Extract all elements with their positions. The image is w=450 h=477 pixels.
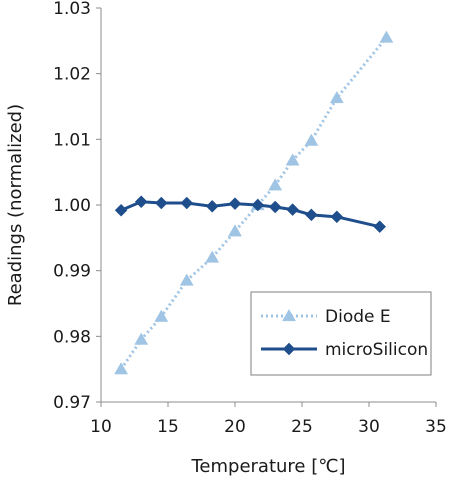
legend-box (250, 291, 432, 376)
point-1-9 (305, 208, 318, 222)
y-tick-label-2: 0.99 (53, 262, 91, 282)
point-1-6 (251, 198, 265, 212)
x-tick-label-1: 15 (157, 417, 179, 437)
legend-label-1: microSilicon (325, 340, 428, 360)
point-1-8 (286, 203, 299, 216)
point-0-2 (154, 309, 169, 322)
x-tick-label-4: 30 (358, 417, 380, 437)
x-tick-label-5: 35 (425, 417, 447, 437)
legend-marker-1 (282, 342, 296, 356)
point-1-1 (134, 195, 148, 209)
series-layer (114, 30, 394, 375)
point-1-10 (330, 210, 344, 224)
point-0-8 (285, 153, 300, 166)
legend: Diode E microSilicon (250, 291, 432, 376)
legend-entries: Diode E microSilicon (261, 307, 428, 360)
point-1-2 (154, 196, 168, 210)
point-0-0 (114, 362, 129, 375)
point-0-1 (134, 332, 149, 345)
point-0-7 (268, 178, 283, 191)
y-tick-label-5: 1.02 (53, 65, 91, 85)
series-1 (114, 195, 387, 234)
point-0-5 (228, 224, 242, 237)
point-1-4 (205, 199, 219, 213)
y-tick-label-0: 0.97 (53, 393, 91, 413)
legend-label-0: Diode E (325, 307, 391, 327)
point-0-4 (205, 250, 220, 263)
y-tick-label-4: 1.01 (53, 130, 91, 150)
point-1-11 (373, 220, 387, 234)
y-tick-label-1: 0.98 (53, 327, 91, 347)
point-1-7 (268, 200, 282, 214)
x-tick-label-0: 10 (90, 417, 112, 437)
point-0-9 (304, 133, 319, 146)
x-axis-label: Temperature [℃] (190, 456, 345, 477)
x-tick-label-2: 20 (224, 417, 246, 437)
point-1-0 (114, 203, 128, 217)
y-tick-label-3: 1.00 (53, 196, 91, 216)
y-axis-label: Readings (normalized) (5, 104, 26, 306)
point-1-5 (228, 197, 242, 211)
point-0-10 (329, 90, 344, 104)
x-tick-label-3: 25 (291, 417, 313, 437)
point-0-3 (179, 273, 194, 286)
ticks: 10 15 20 25 30 35 0.97 0.98 0.99 1.00 1.01 1.02 1.03 (53, 0, 447, 437)
y-tick-label-6: 1.03 (53, 0, 91, 19)
point-1-3 (180, 196, 194, 210)
point-0-11 (379, 30, 394, 43)
legend-marker-0 (282, 308, 296, 322)
